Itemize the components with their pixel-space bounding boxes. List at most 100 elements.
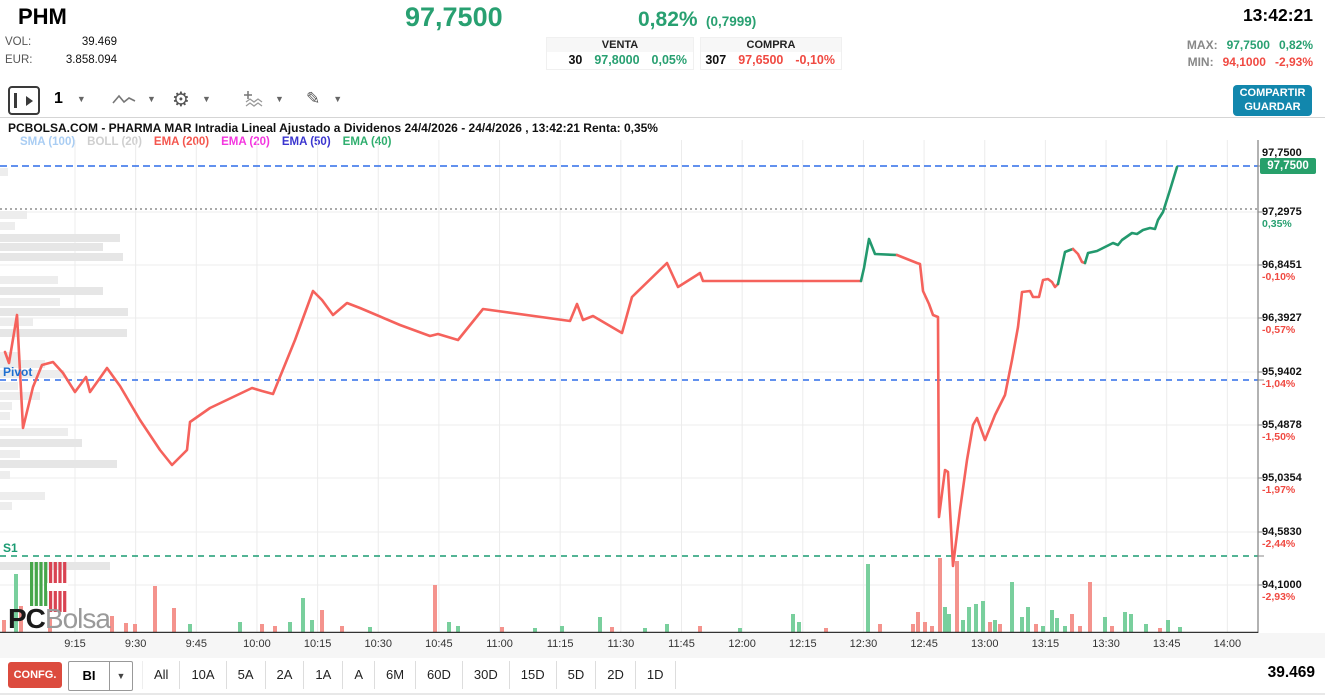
min-row: MIN: 94,1000 -2,93% [1188, 55, 1313, 69]
max-row: MAX: 97,7500 0,82% [1187, 38, 1313, 52]
legend-item-sma-100-[interactable]: SMA (100) [20, 136, 76, 148]
add-indicator-button[interactable]: ▼ [243, 86, 284, 112]
time-tick-label: 11:45 [668, 638, 695, 650]
period-button-5d[interactable]: 5D [557, 661, 597, 689]
interval-selector[interactable]: 1 ▼ [54, 86, 86, 112]
legend-item-ema-200-[interactable]: EMA (200) [153, 136, 210, 148]
legend-item-ema-40-[interactable]: EMA (40) [342, 136, 392, 148]
bid-price: 97,6500 [738, 53, 784, 67]
min-label: MIN: [1187, 55, 1214, 69]
chevron-down-icon: ▼ [275, 94, 284, 104]
eur-value: 3.858.094 [65, 54, 117, 66]
gear-icon: ⚙︎ [172, 87, 190, 111]
period-button-1a[interactable]: 1A [304, 661, 344, 689]
period-buttons: All 10A 5A 2A 1A A 6M 60D 30D 15D 5D 2D 1D [142, 661, 676, 689]
period-button-5a[interactable]: 5A [227, 661, 266, 689]
period-button-2a[interactable]: 2A [266, 661, 305, 689]
s1-level-label: S1 [3, 541, 18, 555]
volume-row: VOL: 39.469 [5, 36, 117, 48]
panel-toggle-button[interactable] [8, 86, 40, 115]
change-absolute: (0,7999) [706, 14, 757, 29]
ticker-symbol: PHM [18, 4, 67, 29]
watermark-bold: PC [8, 603, 46, 634]
draw-tools-button[interactable]: ✎ ▼ [306, 86, 342, 112]
period-button-2d[interactable]: 2D [596, 661, 636, 689]
vol-label: VOL: [5, 36, 32, 48]
time-tick-label: 11:00 [486, 638, 513, 650]
vol-value: 39.469 [81, 36, 117, 48]
time-tick-label: 13:00 [970, 638, 999, 650]
pcbolsa-watermark: PCBolsa [8, 603, 111, 635]
price-tick-label: 96,3927 -0,57% [1262, 312, 1302, 336]
chart-title: PCBOLSA.COM - PHARMA MAR Intradia Lineal… [0, 117, 1325, 135]
period-button-1d[interactable]: 1D [636, 661, 676, 689]
time-tick-label: 9:45 [185, 638, 207, 650]
price-tick-label: 97,2975 0,35% [1262, 206, 1302, 230]
time-tick-label: 10:15 [303, 638, 332, 650]
config-button[interactable]: CONFG. [8, 662, 62, 688]
period-button-a[interactable]: A [343, 661, 375, 689]
chevron-down-icon: ▼ [201, 94, 211, 104]
max-price: 97,7500 [1226, 38, 1270, 52]
bid-title: COMPRA [746, 39, 796, 51]
min-price: 94,1000 [1222, 55, 1266, 69]
period-button-all[interactable]: All [142, 661, 181, 689]
time-tick-label: 12:15 [789, 638, 817, 650]
chart-type-selector[interactable]: ▼ [112, 86, 156, 112]
line-chart-icon [112, 94, 136, 104]
legend-item-ema-20-[interactable]: EMA (20) [221, 136, 270, 148]
price-tick-label: 95,9402 -1,04% [1262, 366, 1302, 390]
time-tick-label: 12:00 [728, 638, 756, 650]
chevron-down-icon: ▼ [109, 662, 132, 690]
chevron-down-icon: ▼ [76, 94, 86, 104]
period-button-30d[interactable]: 30D [463, 661, 510, 689]
time-tick-label: 11:15 [546, 638, 574, 650]
max-label: MAX: [1186, 38, 1218, 52]
bid-pct: -0,10% [795, 53, 835, 67]
eur-row: EUR: 3.858.094 [5, 54, 117, 66]
period-button-15d[interactable]: 15D [510, 661, 557, 689]
price-tick-label: 94,1000 -2,93% [1262, 579, 1302, 603]
time-tick-label: 10:30 [364, 638, 393, 650]
change-percent: 0,82% [638, 8, 698, 31]
legend-item-boll-20-[interactable]: BOLL (20) [87, 136, 142, 148]
ask-box: VENTA 30 97,8000 0,05% [546, 37, 694, 70]
ask-price: 97,8000 [594, 53, 640, 67]
time-tick-label: 13:45 [1152, 638, 1181, 650]
current-price-tag: 97,7500 [1260, 158, 1316, 174]
price-tick-label: 94,5830 -2,44% [1262, 526, 1302, 550]
max-pct: 0,82% [1278, 38, 1313, 52]
time-axis: 9:15 9:30 9:45 10:00 10:15 10:30 10:45 11:00 11:… [0, 633, 1325, 659]
time-tick-label: 10:45 [425, 638, 453, 650]
save-label: GUARDAR [1244, 101, 1301, 113]
min-pct: -2,93% [1274, 55, 1313, 69]
price-tick-label: 95,4878 -1,50% [1262, 419, 1302, 443]
panel-bar-icon [14, 93, 17, 108]
time-tick-label: 10:00 [243, 638, 271, 650]
pencil-icon: ✎ [306, 89, 321, 108]
time-tick-label: 9:15 [64, 638, 86, 650]
legend-item-ema-50-[interactable]: EMA (50) [281, 136, 331, 148]
time-tick-label: 14:00 [1213, 638, 1242, 650]
period-button-60d[interactable]: 60D [416, 661, 463, 689]
time-tick-label: 11:30 [607, 638, 635, 650]
time-tick-label: 9:30 [124, 638, 147, 650]
time-tick-label: 12:30 [849, 638, 878, 650]
eur-label: EUR: [5, 54, 33, 66]
ask-qty: 30 [568, 53, 583, 67]
share-save-button[interactable]: COMPARTIR GUARDAR [1233, 85, 1312, 116]
time-tick-label: 13:30 [1092, 638, 1120, 650]
panel-arrow-icon [26, 95, 33, 106]
bottom-toolbar: CONFG. BI ▼ All 10A 5A 2A 1A A 6M 60D 30D 15D 5D 2D… [0, 658, 1325, 693]
period-button-6m[interactable]: 6M [375, 661, 417, 689]
interval-unit-selector[interactable]: BI ▼ [68, 661, 133, 691]
indicator-legend: SMA (100) BOLL (20) EMA (200) EMA (20) EMA (… [20, 136, 403, 148]
interval-value: 1 [54, 90, 63, 107]
settings-button[interactable]: ⚙︎ ▼ [172, 86, 211, 112]
ask-title: VENTA [601, 39, 639, 51]
session-clock: 13:42:21 [1242, 5, 1313, 25]
period-button-10a[interactable]: 10A [180, 661, 227, 689]
last-price: 97,7500 [405, 2, 503, 32]
